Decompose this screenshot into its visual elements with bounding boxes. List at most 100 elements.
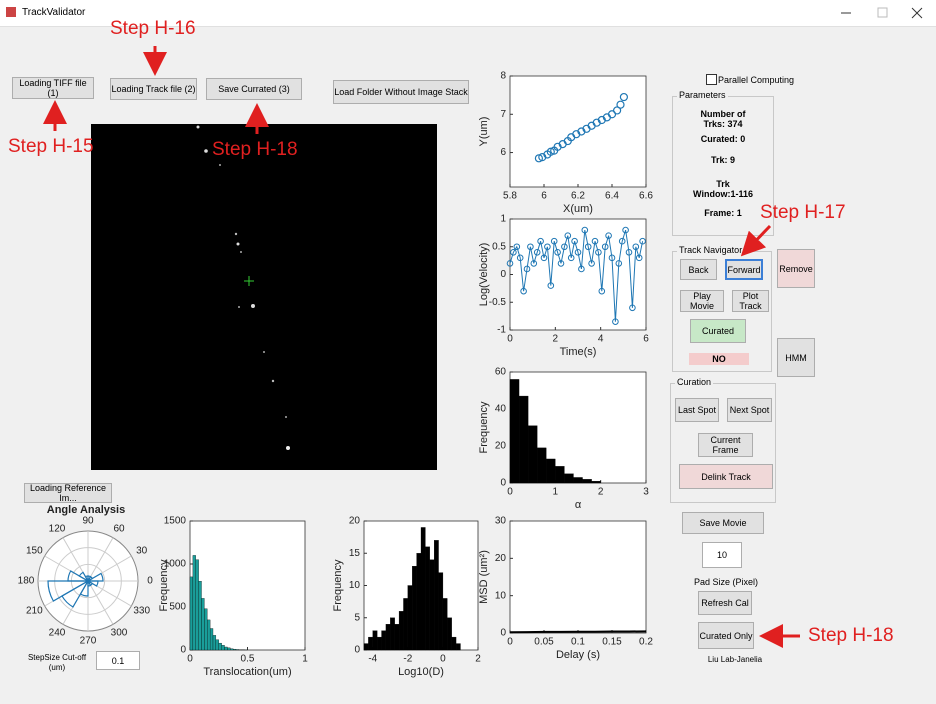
parameters-panel: Parameters Number of Trks: 374 Curated: …	[672, 90, 774, 236]
x-tick-label: 0.15	[602, 637, 622, 648]
button[interactable]: Remove	[777, 249, 815, 288]
button[interactable]: Last Spot	[675, 398, 719, 422]
button[interactable]: Curated Only	[698, 622, 754, 649]
histogram-bar	[434, 540, 439, 651]
x-axis-label: Log10(D)	[398, 666, 444, 678]
param-text: Frame: 1	[704, 208, 742, 218]
x-tick-label: -4	[368, 654, 377, 665]
annotation: Step H-15	[8, 136, 94, 157]
annotation: Step H-18	[808, 625, 894, 646]
point	[516, 254, 524, 262]
point	[601, 243, 609, 251]
histogram-bar	[442, 598, 448, 651]
button[interactable]: Save Currated (3)	[206, 78, 302, 100]
button[interactable]: Plot Track	[732, 290, 769, 312]
histogram-bar	[227, 647, 231, 651]
x-tick-label: 6.4	[605, 191, 619, 202]
point	[557, 260, 565, 267]
x-tick-label: 0.2	[639, 637, 653, 648]
point	[625, 249, 633, 256]
point	[612, 318, 619, 325]
histogram-bar	[394, 624, 400, 651]
checkbox[interactable]	[706, 74, 717, 85]
polar-title: Angle Analysis	[47, 504, 125, 516]
rose-wedge	[85, 572, 104, 582]
y-tick-label: -0.5	[489, 297, 507, 308]
point	[547, 282, 555, 289]
button[interactable]: Delink Track	[679, 464, 773, 489]
y-tick-label: 5	[354, 612, 360, 623]
x-tick-label: 6.6	[639, 191, 653, 202]
button[interactable]: Load Folder Without Image Stack	[333, 80, 469, 104]
x-tick-label: 3	[643, 487, 649, 498]
histogram-bar	[527, 425, 538, 484]
title-bar: TrackValidator	[0, 0, 936, 27]
point	[591, 237, 599, 245]
point	[506, 260, 514, 267]
theta-tick-label: 60	[113, 524, 125, 535]
window-controls[interactable]	[836, 6, 928, 20]
y-axis-label: Frequency	[478, 401, 490, 453]
button[interactable]: Current Frame	[698, 433, 753, 457]
x-tick-label: 0.5	[241, 654, 255, 665]
y-axis-label: MSD (um²)	[478, 550, 490, 604]
x-tick-label: 0.05	[534, 637, 554, 648]
button[interactable]: Loading TIFF file (1)	[12, 77, 94, 99]
histogram-bar	[235, 649, 240, 651]
histogram-bar	[546, 458, 556, 484]
button[interactable]: Save Movie	[682, 512, 764, 534]
button[interactable]: Back	[680, 259, 717, 280]
button[interactable]: Next Spot	[727, 398, 772, 422]
y-tick-label: 15	[349, 548, 361, 559]
point	[605, 232, 612, 239]
y-tick-label: 20	[349, 516, 361, 527]
button[interactable]: Forward	[725, 259, 763, 280]
histogram-bar	[363, 643, 369, 651]
param-text: Curated: 0	[700, 134, 746, 144]
x-axis-label: Delay (s)	[556, 649, 600, 661]
histogram-bar	[192, 555, 196, 651]
text-input[interactable]: 0.1	[96, 651, 140, 670]
x-tick-label: 2	[475, 654, 481, 665]
x-tick-label: 6	[643, 334, 649, 345]
histogram-bar	[555, 466, 565, 484]
button[interactable]: Curated	[690, 319, 746, 343]
image-view	[91, 124, 437, 470]
theta-tick-label: 120	[49, 524, 66, 535]
y-tick-label: 20	[495, 441, 507, 452]
y-axis-label: Frequency	[332, 559, 344, 611]
theta-tick-label: 180	[18, 576, 35, 587]
histogram-bar	[221, 645, 225, 651]
button[interactable]: Loading Track file (2)	[110, 78, 197, 100]
y-tick-label: 20	[495, 553, 507, 564]
button[interactable]: Loading Reference Im...	[24, 483, 112, 503]
histogram-bar	[195, 559, 199, 651]
button[interactable]: HMM	[777, 338, 815, 377]
point	[578, 265, 585, 273]
point	[608, 254, 616, 262]
theta-tick-label: 270	[80, 636, 97, 647]
param-text: Trks: 374	[703, 119, 743, 129]
theta-tick-label: 150	[26, 546, 43, 557]
x-axis-label: X(um)	[563, 203, 593, 215]
point	[618, 237, 626, 245]
x-tick-label: 0	[507, 334, 513, 345]
point	[533, 249, 541, 256]
x-axis-label: α	[575, 499, 582, 511]
text-input[interactable]: 10	[702, 542, 742, 568]
y-tick-label: 10	[495, 590, 507, 601]
point	[595, 249, 602, 256]
histogram-bar	[204, 608, 208, 651]
histogram-bar	[591, 480, 601, 484]
x-tick-label: 1	[553, 487, 559, 498]
input-label: (um)	[48, 663, 66, 672]
button[interactable]: Refresh Cal	[698, 591, 752, 615]
button[interactable]: Play Movie	[680, 290, 724, 312]
point	[520, 287, 527, 295]
y-axis-label: Frequency	[158, 559, 170, 611]
x-axis-label: Translocation(um)	[203, 666, 291, 678]
y-axis-label: Y(um)	[478, 117, 490, 147]
y-tick-label: 1000	[164, 559, 187, 570]
